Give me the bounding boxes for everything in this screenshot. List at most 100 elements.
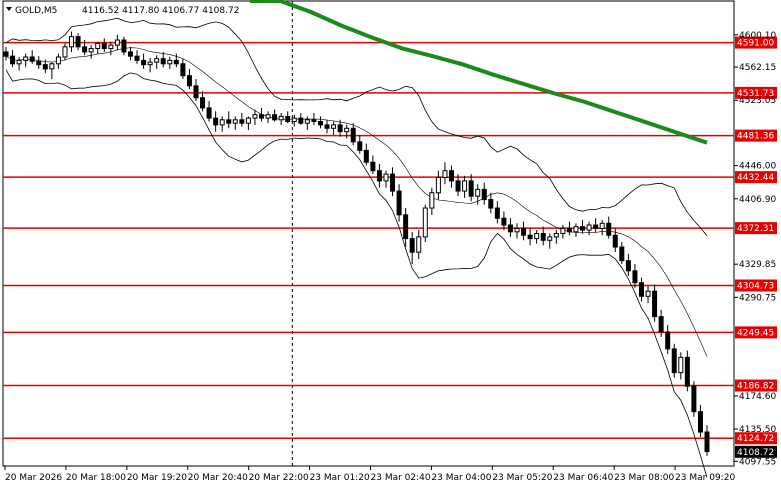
x-tick-label: 23 Mar 01:20	[310, 473, 370, 483]
level-price-label: 4304.73	[737, 281, 774, 291]
candle-body	[553, 233, 559, 238]
dropdown-triangle-icon[interactable]	[6, 7, 12, 11]
x-tick-label: 20 Mar 2026	[5, 473, 62, 483]
x-tick-label: 23 Mar 04:00	[431, 473, 491, 483]
candle-body	[29, 56, 35, 62]
y-tick-label: 4135.50	[739, 425, 776, 435]
candle-body	[697, 411, 703, 433]
candle-body	[507, 224, 513, 233]
candle-body	[213, 117, 219, 126]
candle-body	[193, 85, 199, 99]
candle-body	[206, 107, 212, 119]
y-tick-label: 4329.85	[739, 260, 776, 270]
candle-body	[586, 224, 592, 231]
level-price-box	[735, 432, 777, 445]
candle-body	[501, 217, 507, 226]
candle-body	[285, 115, 291, 122]
candle-body	[16, 59, 22, 65]
candle-body	[311, 119, 317, 122]
candle-body	[678, 356, 684, 374]
candle-body	[36, 60, 42, 66]
candle-body	[173, 59, 179, 65]
candle-body	[383, 173, 389, 182]
level-price-label: 4481.36	[737, 132, 774, 142]
candle-body	[521, 227, 527, 236]
candle-body	[304, 119, 310, 124]
candle-body	[455, 180, 461, 192]
moving-average	[250, 0, 708, 145]
y-tick-label: 4406.90	[739, 195, 776, 205]
candle-body	[186, 75, 192, 87]
candle-body	[291, 117, 297, 122]
candle-body	[167, 59, 173, 65]
candle-body	[121, 39, 127, 53]
x-tick-label: 23 Mar 09:20	[675, 473, 735, 483]
level-price-box	[735, 86, 777, 99]
chart-header: GOLD,M5 4116.52 4117.80 4106.77 4108.72	[6, 6, 239, 16]
candle-body	[468, 180, 474, 197]
candle-body	[370, 161, 376, 172]
candle-body	[232, 119, 238, 124]
candle-body	[396, 190, 402, 216]
candle-body	[638, 282, 644, 297]
y-tick-label: 4523.05	[739, 96, 776, 106]
candle-body	[416, 236, 422, 253]
candle-body	[488, 199, 494, 209]
candle-body	[566, 227, 572, 233]
ma-line	[250, 0, 708, 145]
level-price-box	[735, 379, 777, 392]
candle-body	[448, 170, 454, 182]
candle-body	[62, 46, 68, 58]
candle-body	[239, 119, 245, 124]
candle-body	[481, 188, 487, 201]
time-axis: 20 Mar 2026 20 Mar 18:00 20 Mar 19:20 20 Ma…	[4, 466, 735, 483]
x-tick-label: 23 Mar 05:20	[492, 473, 552, 483]
candle-body	[422, 207, 428, 238]
candle-body	[337, 124, 343, 133]
candle-body	[612, 234, 618, 248]
candle-body	[665, 331, 671, 350]
lower-band	[5, 69, 708, 478]
candle-body	[560, 227, 566, 234]
candle-body	[219, 119, 225, 126]
candle-body	[114, 39, 120, 46]
candle-body	[691, 385, 697, 413]
candle-body	[599, 222, 605, 229]
candle-body	[534, 233, 540, 240]
candle-body	[134, 55, 140, 61]
candle-body	[527, 234, 533, 240]
candle-body	[403, 214, 409, 240]
candle-body	[154, 58, 160, 63]
candle-body	[593, 224, 599, 229]
y-tick-label: 4290.75	[739, 293, 776, 303]
candle-body	[69, 36, 75, 48]
candle-body	[684, 356, 690, 387]
symbol-label: GOLD,M5	[15, 6, 57, 16]
price-levels: 4591.00 4531.73 4481.36 4432.44 4372.31 4304.…	[3, 36, 777, 458]
candle-body	[652, 290, 658, 318]
candle-body	[462, 180, 468, 192]
candle-body	[3, 51, 9, 57]
candle-body	[475, 188, 481, 197]
candle-body	[55, 56, 61, 65]
y-tick-label: 4097.55	[739, 457, 776, 467]
candle-body	[49, 63, 55, 70]
y-tick-label: 4174.60	[739, 392, 776, 402]
candle-body	[82, 46, 88, 53]
x-tick-label: 23 Mar 08:00	[614, 473, 674, 483]
candle-body	[324, 124, 330, 129]
candle-body	[101, 42, 107, 50]
candle-body	[645, 290, 651, 297]
candle-body	[704, 431, 710, 453]
candle-body	[252, 114, 258, 119]
candle-body	[606, 222, 612, 236]
candle-body	[141, 59, 147, 66]
level-price-label: 4531.73	[737, 89, 774, 99]
level-price-box	[735, 171, 777, 184]
level-price-label: 4591.00	[737, 39, 774, 49]
candle-body	[200, 97, 206, 109]
candle-body	[671, 348, 677, 374]
y-tick-label: 4562.15	[739, 63, 776, 73]
candle-body	[108, 44, 114, 50]
